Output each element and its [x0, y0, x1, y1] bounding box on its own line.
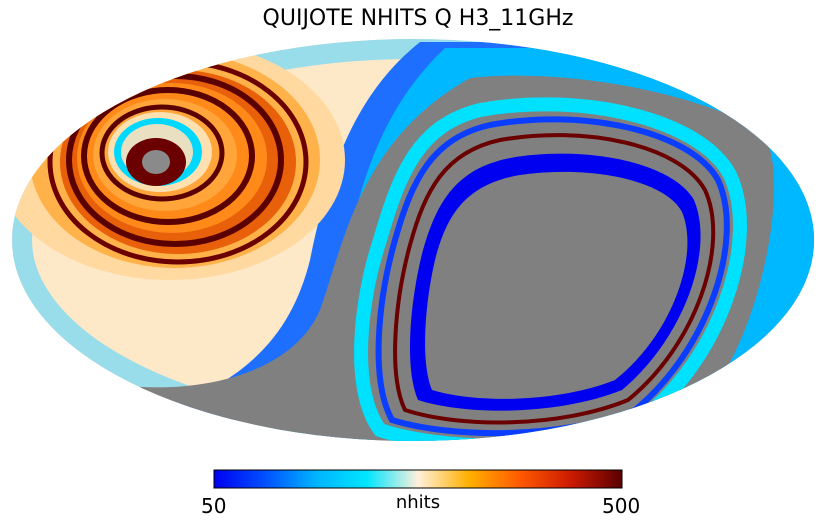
masked-inner	[425, 171, 688, 399]
colorbar-max-label: 500	[602, 494, 641, 518]
stripe-dark	[393, 133, 716, 425]
colorbar-min-label: 50	[201, 494, 227, 518]
colorbar-title: nhits	[395, 492, 441, 513]
chart-title: QUIJOTE NHITS Q H3_11GHz	[262, 6, 574, 31]
colorbar	[213, 469, 623, 489]
concentric-rings	[12, 40, 345, 280]
masked-center	[142, 150, 170, 174]
stripe-cyan	[354, 97, 747, 441]
